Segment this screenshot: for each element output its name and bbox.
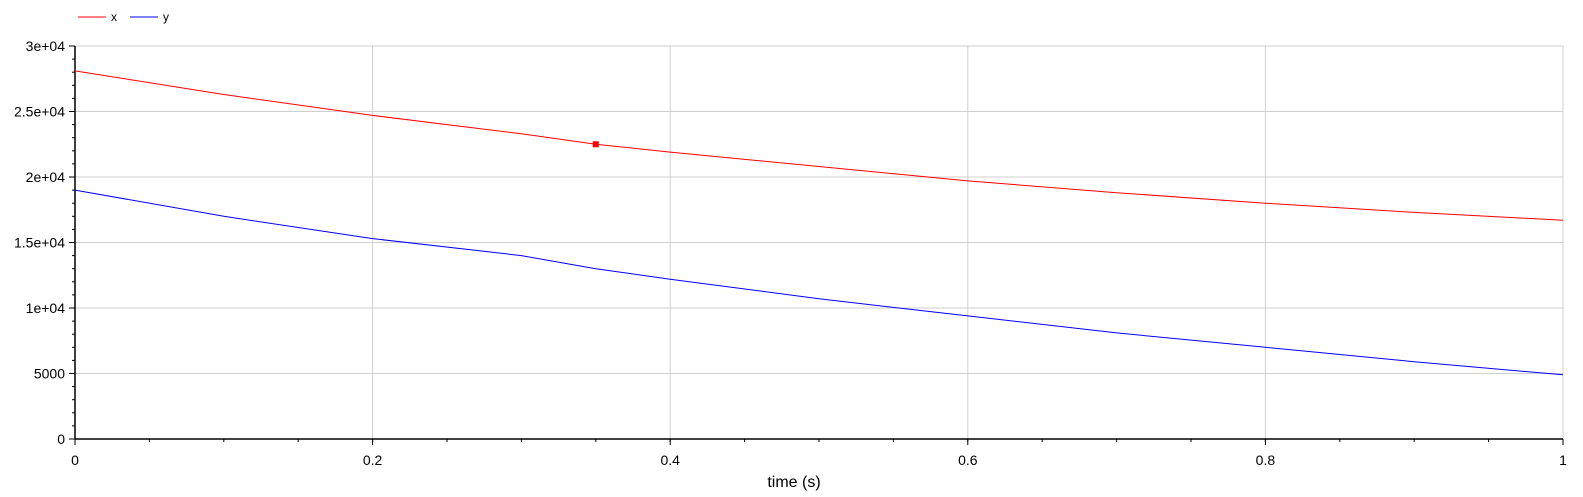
x-tick-label: 0.8 (1256, 452, 1276, 468)
x-tick-label: 1 (1559, 452, 1567, 468)
y-tick-label: 3e+04 (26, 38, 66, 54)
x-tick-label: 0.2 (363, 452, 383, 468)
axes: 0 0.2 0.4 0.6 0.8 1 0 5000 1e+04 1.5e+04 2e+04 2.5e… (14, 38, 1567, 468)
x-axis-title: time (s) (767, 474, 820, 491)
data-marker (592, 141, 599, 148)
y-tick-label: 5000 (34, 366, 65, 382)
y-tick-label: 1e+04 (26, 300, 66, 316)
x-tick-label: 0 (71, 452, 79, 468)
legend-label-x: x (111, 10, 117, 24)
y-tick-label: 1.5e+04 (14, 235, 65, 251)
y-tick-label: 2e+04 (26, 169, 66, 185)
series-line-y (74, 189, 1564, 376)
series-layer (74, 70, 1564, 376)
x-tick-label: 0.4 (660, 452, 680, 468)
legend-label-y: y (163, 10, 169, 24)
x-tick-label: 0.6 (958, 452, 978, 468)
y-tick-label: 0 (57, 431, 65, 447)
y-tick-label: 2.5e+04 (14, 104, 65, 120)
series-line-x (74, 70, 1564, 221)
